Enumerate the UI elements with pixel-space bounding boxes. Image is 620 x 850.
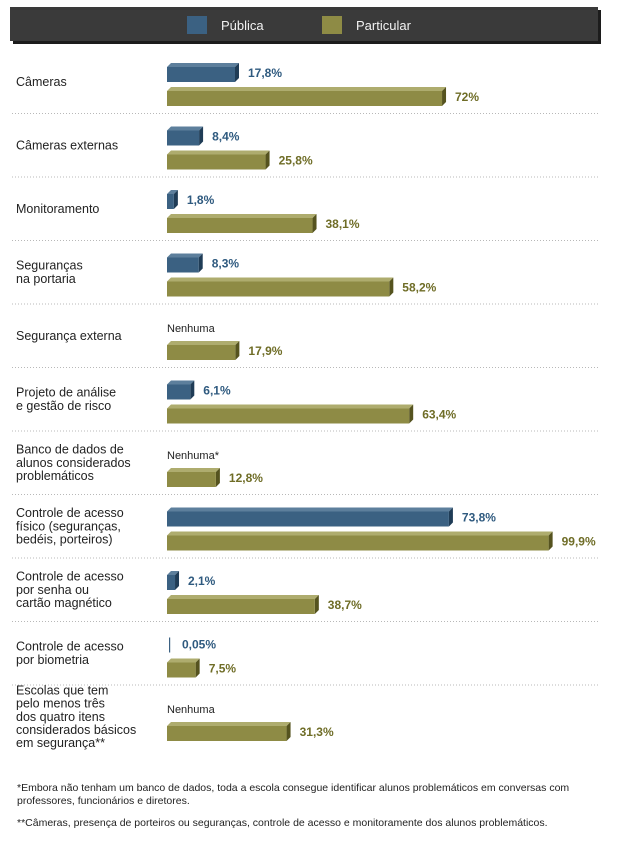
bar-publica (167, 380, 195, 400)
legend-label-particular: Particular (356, 17, 411, 33)
category-label-line: por senha ou (16, 583, 89, 597)
bar-particular (167, 150, 270, 170)
category-label: Projeto de análise e gestão de risco (16, 386, 116, 413)
legend-item-particular: Particular (322, 16, 411, 34)
legend-swatch-particular (322, 16, 342, 34)
legend-item-publica: Pública (187, 16, 264, 34)
bar-particular (167, 277, 394, 297)
data-label: 1,8% (187, 193, 215, 207)
bar-particular (167, 214, 317, 233)
data-label: 8,3% (212, 257, 240, 271)
bar-particular (167, 87, 447, 106)
data-label: 25,8% (279, 154, 313, 168)
bar-publica (167, 253, 203, 273)
bar-publica (167, 507, 453, 527)
bar-particular (167, 658, 200, 678)
data-label: 73,8% (462, 511, 496, 525)
bar-particular (167, 595, 319, 614)
no-value-label: Nenhuma* (167, 450, 220, 462)
legend: Pública Particular (10, 7, 598, 41)
category-label-line: e gestão de risco (16, 399, 111, 413)
bar-publica (167, 126, 204, 146)
category-label-line: em segurança** (16, 736, 105, 750)
data-label: 0,05% (182, 638, 216, 652)
category-label-line: alunos considerados (16, 456, 131, 470)
data-label: 31,3% (300, 725, 334, 739)
category-label-line: pelo menos três (16, 697, 105, 711)
footnote-2: **Câmeras, presença de porteiros ou segu… (17, 817, 548, 829)
category-label-line: dos quatro itens (16, 710, 105, 724)
category-label-line: físico (seguranças, (16, 519, 121, 533)
category-label-line: Banco de dados de (16, 443, 124, 457)
category-label: Controle de acesso físico (seguranças, bed… (16, 506, 124, 546)
category-label-line: por biometria (16, 653, 89, 667)
bar-publica (169, 637, 171, 653)
bar-particular (167, 531, 553, 551)
bar-particular (167, 341, 240, 360)
no-value-label: Nenhuma (167, 323, 216, 335)
data-label: 17,8% (248, 66, 282, 80)
data-label: 7,5% (209, 662, 237, 676)
footnotes: *Embora não tenham um banco de dados, to… (17, 782, 602, 839)
data-label: 63,4% (422, 408, 456, 422)
category-label: Monitoramento (16, 202, 99, 216)
bar-chart: Câmeras 17,8% 72% Câmeras externas 8,4% 25,8%… (12, 63, 598, 750)
category-label: Seguranças na portaria (16, 259, 83, 286)
category-label-line: Controle de acesso (16, 640, 124, 654)
bar-publica (167, 190, 178, 209)
category-label-line: bedéis, porteiros) (16, 532, 113, 546)
data-label: 12,8% (229, 471, 263, 485)
category-label-line: Projeto de análise (16, 386, 116, 400)
category-label-line: problemáticos (16, 469, 94, 483)
category-label-line: Monitoramento (16, 202, 99, 216)
category-label-line: Controle de acesso (16, 506, 124, 520)
data-label: 72% (455, 90, 479, 104)
data-label: 38,7% (328, 598, 362, 612)
category-label: Escolas que tem pelo menos três dos quatro… (16, 683, 136, 750)
footnote-1: *Embora não tenham um banco de dados, to… (17, 782, 570, 807)
bar-publica (167, 571, 180, 590)
bar-particular (167, 468, 220, 487)
category-label-line: na portaria (16, 272, 76, 286)
data-label: 8,4% (212, 130, 240, 144)
category-label-line: Escolas que tem (16, 683, 108, 697)
category-label-line: Câmeras externas (16, 138, 118, 152)
no-value-label: Nenhuma (167, 704, 216, 716)
bar-particular (167, 722, 291, 741)
bar-particular (167, 404, 414, 424)
category-label-line: cartão magnético (16, 596, 112, 610)
category-label: Controle de acesso por biometria (16, 640, 124, 667)
data-label: 2,1% (188, 574, 216, 588)
category-label-line: Seguranças (16, 259, 83, 273)
legend-label-publica: Pública (221, 17, 264, 33)
category-label-line: Controle de acesso (16, 570, 124, 584)
category-label: Banco de dados de alunos considerados prob… (16, 443, 131, 483)
data-label: 58,2% (402, 281, 436, 295)
category-label: Segurança externa (16, 329, 122, 343)
category-label: Controle de acesso por senha ou cartão mag… (16, 570, 124, 610)
category-label: Câmeras externas (16, 138, 118, 152)
data-label: 38,1% (326, 217, 360, 231)
category-label: Câmeras (16, 75, 67, 89)
category-label-line: Câmeras (16, 75, 67, 89)
data-label: 17,9% (248, 344, 282, 358)
data-label: 6,1% (203, 384, 231, 398)
category-label-line: considerados básicos (16, 723, 136, 737)
bar-publica (167, 63, 239, 82)
data-label: 99,9% (562, 535, 596, 549)
legend-swatch-publica (187, 16, 207, 34)
category-label-line: Segurança externa (16, 329, 122, 343)
